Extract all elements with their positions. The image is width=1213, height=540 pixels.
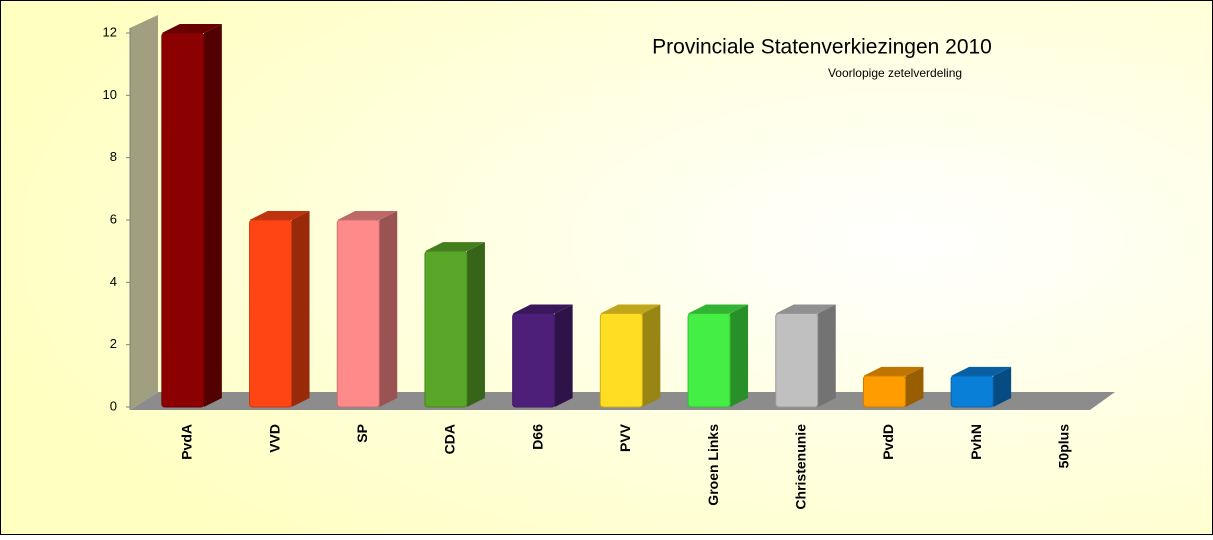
x-tick-label: VVD bbox=[266, 424, 282, 453]
x-tick-label: PvdA bbox=[179, 424, 195, 460]
bar bbox=[336, 219, 380, 408]
x-tick-label: 50plus bbox=[1056, 424, 1072, 469]
bar bbox=[599, 313, 643, 408]
bar-side bbox=[291, 211, 310, 407]
y-tick-label: 6 bbox=[110, 211, 117, 226]
bar-top bbox=[951, 366, 1012, 376]
bar-side bbox=[817, 304, 836, 407]
y-tick-label: 4 bbox=[110, 274, 117, 289]
bar bbox=[950, 375, 994, 408]
bar-side bbox=[730, 304, 749, 407]
x-tick-label: PvhN bbox=[968, 424, 984, 460]
bar-side bbox=[554, 304, 573, 407]
bar bbox=[687, 313, 731, 408]
y-tick-label: 12 bbox=[103, 24, 117, 39]
bar bbox=[775, 313, 819, 408]
x-tick-label: D66 bbox=[529, 424, 545, 450]
chart-subtitle: Voorlopige zetelverdeling bbox=[828, 66, 962, 80]
bar-side bbox=[642, 304, 661, 407]
bar-top bbox=[600, 304, 661, 314]
bar-side bbox=[905, 366, 924, 407]
side-wall bbox=[130, 15, 158, 410]
bar bbox=[161, 32, 205, 408]
bar-side bbox=[203, 24, 222, 407]
x-tick-label: CDA bbox=[442, 424, 458, 454]
y-tick-label: 10 bbox=[103, 87, 117, 102]
x-tick-label: SP bbox=[354, 424, 370, 443]
chart-title: Provinciale Statenverkiezingen 2010 bbox=[652, 36, 992, 59]
bar-side bbox=[379, 211, 398, 407]
bar bbox=[249, 219, 293, 408]
bar-top bbox=[337, 211, 398, 220]
x-tick-label: PvdD bbox=[880, 424, 896, 460]
bar-top bbox=[688, 304, 749, 314]
bar-top bbox=[863, 366, 924, 376]
bar-top bbox=[249, 211, 310, 220]
bar-top bbox=[161, 24, 222, 33]
bar bbox=[424, 250, 468, 408]
bar-top bbox=[424, 242, 485, 252]
bar bbox=[862, 375, 906, 408]
bar-top bbox=[512, 304, 573, 314]
y-tick-label: 8 bbox=[110, 149, 117, 164]
x-tick-label: PVV bbox=[617, 423, 633, 452]
x-tick-label: Groen Links bbox=[705, 424, 721, 506]
bar-side bbox=[993, 366, 1012, 407]
y-tick-label: 2 bbox=[110, 336, 117, 351]
bar bbox=[512, 313, 556, 408]
y-tick-label: 0 bbox=[110, 398, 117, 413]
x-tick-label: Christenunie bbox=[792, 424, 808, 510]
bar-side bbox=[466, 242, 485, 407]
bar-top bbox=[775, 304, 836, 314]
